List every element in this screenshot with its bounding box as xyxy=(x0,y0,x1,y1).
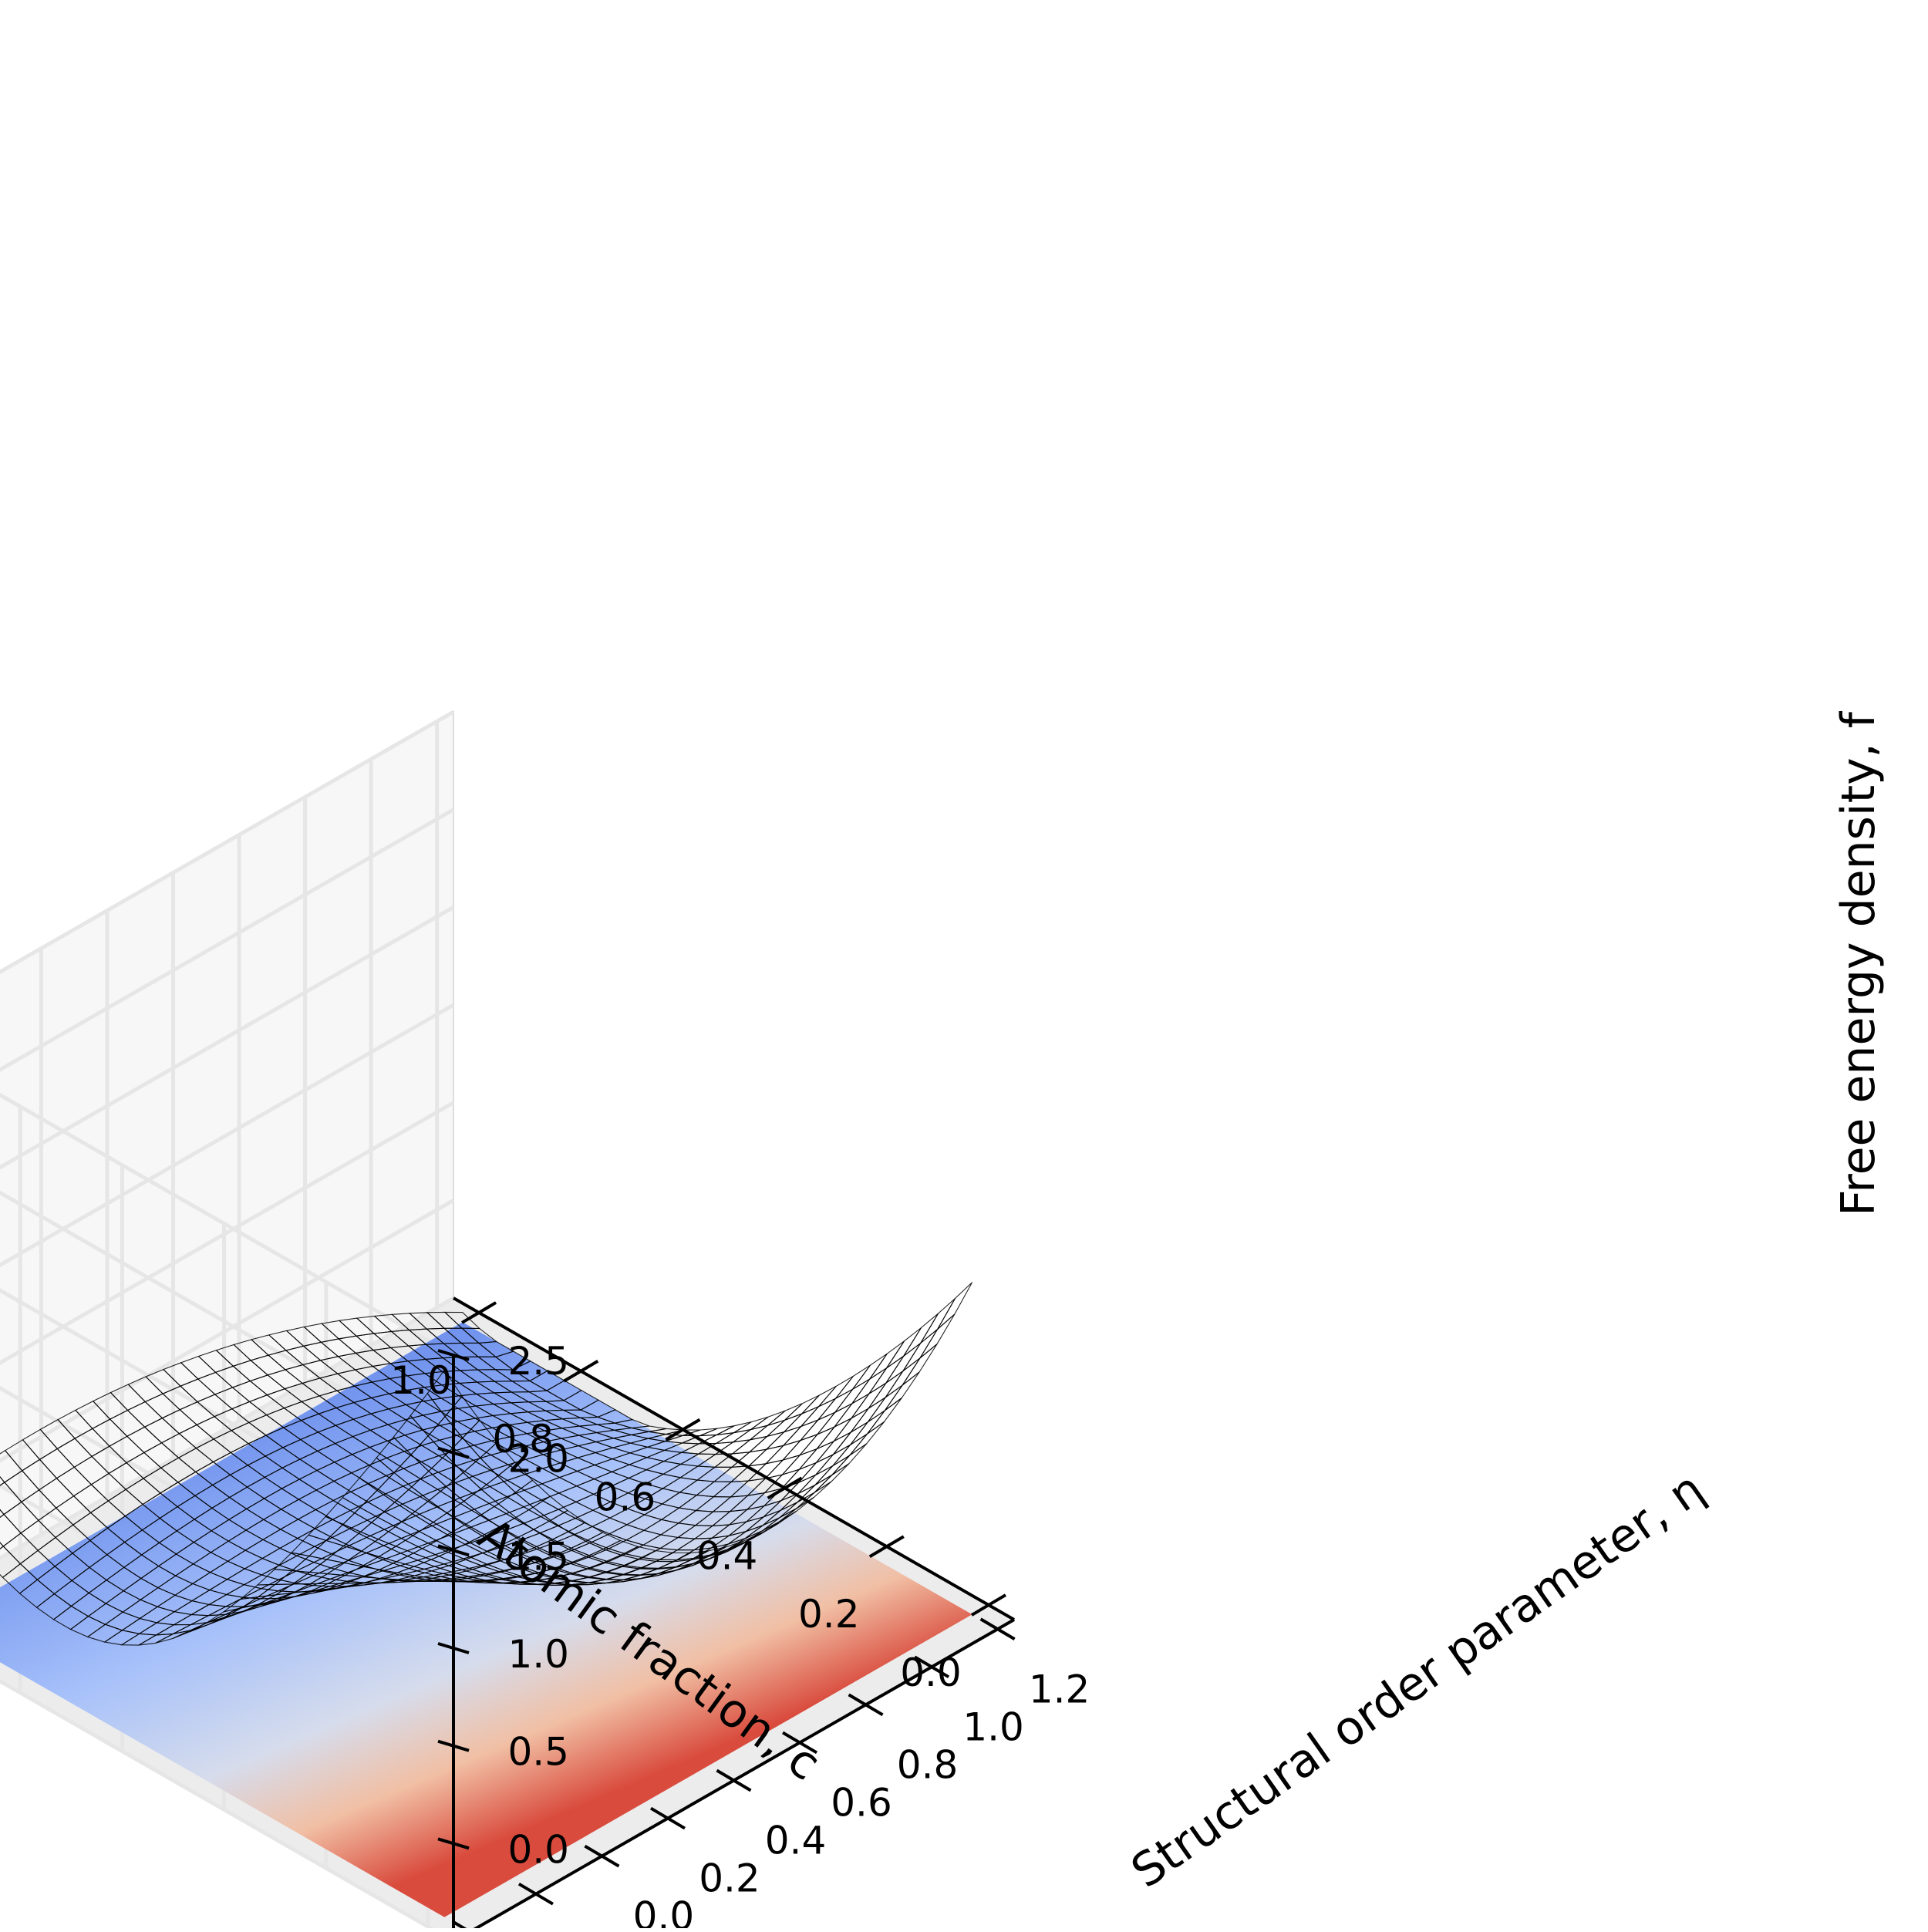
surface-facet xyxy=(716,1429,751,1445)
surface-facet xyxy=(885,1357,921,1398)
tick-labels: 0.00.20.40.60.81.0−0.4−0.20.00.20.40.60.… xyxy=(390,1339,1090,1932)
surface-facet xyxy=(814,1463,850,1493)
z-tick-label: 1.5 xyxy=(507,1534,569,1579)
y-tick-label: 0.6 xyxy=(831,1780,892,1825)
surface-facet xyxy=(831,1443,868,1475)
z-tick-label: 2.0 xyxy=(507,1437,569,1482)
z-grid-line xyxy=(0,808,455,1455)
y-tick xyxy=(584,1844,620,1868)
y-tick-label: 1.2 xyxy=(1029,1667,1090,1711)
surface-facet xyxy=(817,1403,853,1435)
surface-facet xyxy=(767,1413,802,1437)
z-tick-label: 0.0 xyxy=(507,1827,569,1872)
x-tick xyxy=(767,1476,803,1500)
surface-facet xyxy=(798,1426,835,1456)
surface-facet xyxy=(784,1394,820,1421)
y-axis-label: Structural order parameter, η xyxy=(1122,1462,1714,1899)
y-tick xyxy=(517,1882,554,1906)
surface-facet xyxy=(816,1418,852,1450)
surface-facet xyxy=(801,1385,837,1414)
contour-fill xyxy=(0,1322,972,1917)
y-tick xyxy=(848,1693,884,1717)
surface-facet xyxy=(784,1406,819,1433)
x-tick-label: 0.2 xyxy=(798,1592,860,1637)
z-tick-label: 1.0 xyxy=(507,1632,569,1677)
surface-facet xyxy=(767,1403,803,1426)
surface-facet xyxy=(886,1327,922,1369)
y-tick xyxy=(782,1731,818,1755)
x-tick xyxy=(461,1301,497,1324)
z-grid-line xyxy=(0,710,455,1357)
surface-facet xyxy=(781,1462,817,1489)
x-tick-label: 0.6 xyxy=(595,1475,656,1520)
x-tick xyxy=(563,1360,599,1383)
z-tick xyxy=(437,1349,470,1361)
y-tick-label: 0.8 xyxy=(897,1742,959,1787)
x-tick xyxy=(868,1535,905,1558)
y-tick xyxy=(914,1655,950,1679)
y-tick-label: 0.4 xyxy=(765,1819,827,1863)
y-tick xyxy=(716,1768,752,1792)
x-tick xyxy=(665,1418,701,1441)
surface-facet xyxy=(885,1343,922,1384)
x-axis-line xyxy=(453,1296,1015,1621)
surface-facet xyxy=(799,1411,836,1441)
z-axis-label: Free energy density, f xyxy=(1832,710,1886,1216)
y-tick-label: 1.0 xyxy=(962,1704,1024,1749)
y-tick-label: 0.2 xyxy=(699,1856,760,1901)
z-tick xyxy=(437,1642,470,1654)
x-tick xyxy=(970,1593,1006,1617)
surface-facet xyxy=(782,1419,819,1447)
surface-facet xyxy=(832,1421,868,1455)
surface-facet xyxy=(920,1298,956,1344)
surface-facet xyxy=(937,1282,973,1330)
surface-facet xyxy=(801,1398,837,1428)
z-tick-label: 2.5 xyxy=(507,1339,569,1384)
tick-marks xyxy=(437,1301,1016,1932)
contour-floor xyxy=(0,1322,972,1917)
x-tick-label: 0.0 xyxy=(900,1650,962,1695)
y-tick-label: 0.0 xyxy=(633,1894,695,1928)
x-tick-label: 0.4 xyxy=(696,1533,758,1578)
x-tick-label: 1.0 xyxy=(390,1358,452,1403)
z-tick-label: 0.5 xyxy=(507,1730,569,1775)
z-tick-label: −0.5 xyxy=(476,1925,569,1928)
surface-facet xyxy=(798,1441,834,1470)
surface-mesh xyxy=(0,1282,973,1646)
z-tick xyxy=(437,1544,470,1557)
z-tick xyxy=(437,1739,470,1752)
z-tick xyxy=(437,1837,470,1850)
surface-facet xyxy=(780,1448,818,1476)
y-tick xyxy=(649,1806,686,1830)
z-grid-line xyxy=(0,1296,455,1932)
surface-facet xyxy=(902,1328,939,1372)
y-tick xyxy=(979,1617,1016,1640)
z-tick xyxy=(437,1446,470,1459)
surface-facet xyxy=(781,1433,819,1462)
x-tick-label: 0.8 xyxy=(492,1417,554,1462)
